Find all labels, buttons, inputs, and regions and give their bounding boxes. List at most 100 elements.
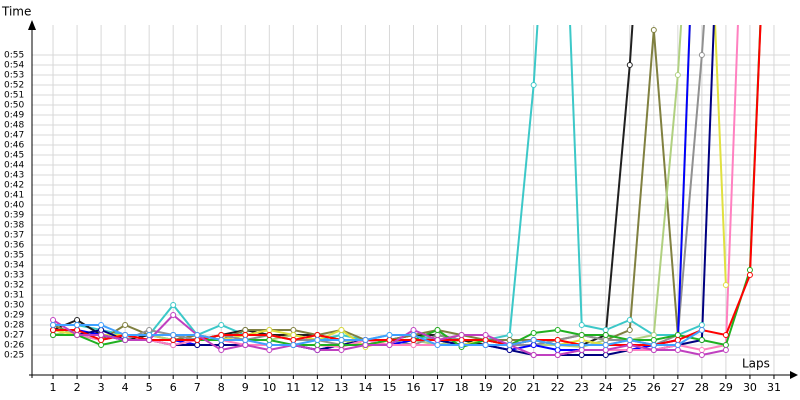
data-point — [98, 337, 105, 343]
data-point — [674, 347, 681, 353]
x-tick-label: 14 — [358, 381, 372, 394]
data-point — [338, 342, 345, 348]
x-tick-label: 4 — [122, 381, 129, 394]
data-point — [338, 327, 345, 333]
x-tick-label: 19 — [479, 381, 493, 394]
data-point — [290, 327, 297, 333]
x-tick-label: 1 — [50, 381, 57, 394]
y-tick-label: 0:55 — [4, 51, 24, 61]
data-point — [626, 317, 633, 323]
data-point — [602, 327, 609, 333]
x-tick-label: 3 — [98, 381, 105, 394]
data-point — [218, 332, 225, 338]
data-point — [650, 342, 657, 348]
data-point — [602, 332, 609, 338]
data-point — [338, 332, 345, 338]
x-tick-label: 26 — [647, 381, 661, 394]
data-point — [362, 337, 369, 343]
y-tick-label: 0:45 — [4, 151, 24, 161]
data-point — [458, 337, 465, 343]
data-point — [698, 352, 705, 358]
data-point — [410, 337, 417, 343]
y-tick-label: 0:38 — [4, 221, 24, 231]
data-point — [722, 342, 729, 348]
data-point — [386, 337, 393, 343]
x-tick-label: 31 — [767, 381, 781, 394]
data-point — [266, 332, 273, 338]
y-tick-label: 0:54 — [4, 61, 24, 71]
data-point — [410, 342, 417, 348]
data-point — [650, 347, 657, 353]
data-point — [578, 352, 585, 358]
y-tick-label: 0:27 — [4, 331, 24, 341]
x-tick-label: 13 — [334, 381, 348, 394]
data-point — [698, 347, 705, 353]
y-tick-label: 0:48 — [4, 121, 24, 131]
data-point — [50, 322, 57, 328]
data-point — [458, 332, 465, 338]
y-tick-label: 0:26 — [4, 341, 24, 351]
data-point — [674, 72, 681, 78]
x-tick-label: 10 — [262, 381, 276, 394]
data-point — [482, 342, 489, 348]
y-tick-label: 0:25 — [4, 351, 24, 361]
y-tick-label: 0:47 — [4, 131, 24, 141]
x-tick-label: 20 — [503, 381, 517, 394]
x-tick-label: 28 — [695, 381, 709, 394]
x-tick-label: 7 — [194, 381, 201, 394]
data-point — [74, 317, 81, 323]
x-tick-label: 11 — [286, 381, 300, 394]
data-point — [506, 342, 513, 348]
data-point — [530, 82, 537, 88]
data-point — [74, 322, 81, 328]
y-tick-label: 0:29 — [4, 311, 24, 321]
data-point — [218, 347, 225, 353]
x-tick-label: 25 — [623, 381, 637, 394]
data-point — [290, 342, 297, 348]
data-point — [722, 347, 729, 353]
data-point — [674, 332, 681, 338]
series-line — [53, 324, 703, 346]
data-point — [218, 337, 225, 343]
data-point — [50, 317, 57, 323]
data-point — [194, 332, 201, 338]
data-point — [530, 337, 537, 343]
data-point — [170, 332, 177, 338]
plot-area — [50, 25, 762, 358]
data-point — [266, 327, 273, 333]
series-line — [53, 25, 739, 356]
data-point — [338, 337, 345, 343]
data-point — [194, 342, 201, 348]
data-point — [314, 342, 321, 348]
data-point — [170, 302, 177, 308]
data-point — [170, 312, 177, 318]
data-point — [530, 342, 537, 348]
data-point — [218, 322, 225, 328]
data-point — [386, 332, 393, 338]
y-tick-label: 0:40 — [4, 201, 24, 211]
series-line — [52, 25, 634, 347]
data-point — [578, 322, 585, 328]
data-point — [602, 342, 609, 348]
x-tick-label: 16 — [407, 381, 421, 394]
data-point — [746, 272, 753, 278]
x-tick-label: 8 — [218, 381, 225, 394]
data-point — [290, 337, 297, 343]
x-tick-label: 27 — [671, 381, 685, 394]
data-point — [746, 267, 753, 273]
data-point — [434, 332, 441, 338]
data-point — [482, 337, 489, 343]
data-point — [146, 332, 153, 338]
data-point — [554, 327, 561, 333]
data-point — [578, 332, 585, 338]
data-point — [674, 337, 681, 343]
y-tick-label: 0:31 — [4, 291, 24, 301]
data-point — [242, 337, 249, 343]
data-point — [122, 332, 129, 338]
y-tick-label: 0:50 — [4, 101, 24, 111]
axes: Time Laps 0:250:260:270:280:290:300:310:… — [1, 5, 798, 394]
data-point — [362, 342, 369, 348]
y-tick-label: 0:53 — [4, 71, 24, 81]
y-axis-arrow — [28, 20, 36, 30]
